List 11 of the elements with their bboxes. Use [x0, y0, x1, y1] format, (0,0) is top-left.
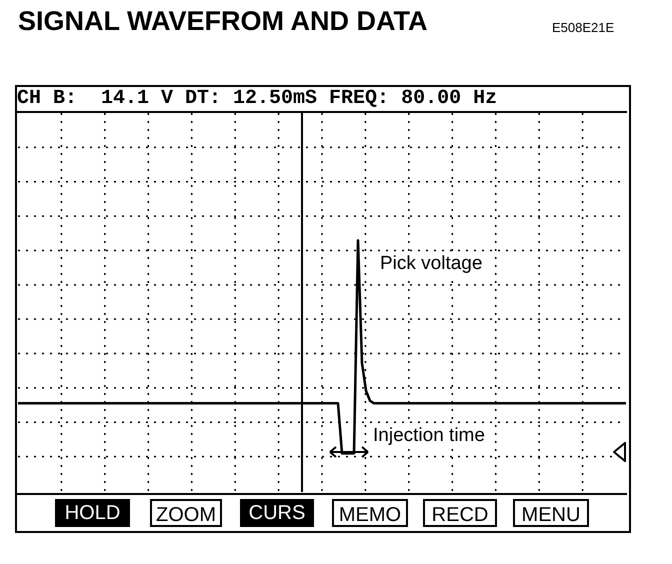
text: RECD	[423, 499, 497, 527]
text: ZOOM	[150, 499, 222, 527]
text: MENU	[513, 499, 589, 527]
text: CURS	[240, 499, 314, 527]
chart-title: SIGNAL WAVEFROM AND DATA	[18, 6, 428, 37]
chart-subtitle: CH B: 14.1 V DT: 12.50mS FREQ: 80.00 Hz	[17, 87, 627, 113]
text: MEMO	[332, 499, 408, 527]
annotation: Injection time	[373, 425, 485, 447]
text: E508E21E	[552, 20, 614, 35]
annotation: Pick voltage	[380, 253, 482, 275]
text: HOLD	[55, 499, 130, 527]
